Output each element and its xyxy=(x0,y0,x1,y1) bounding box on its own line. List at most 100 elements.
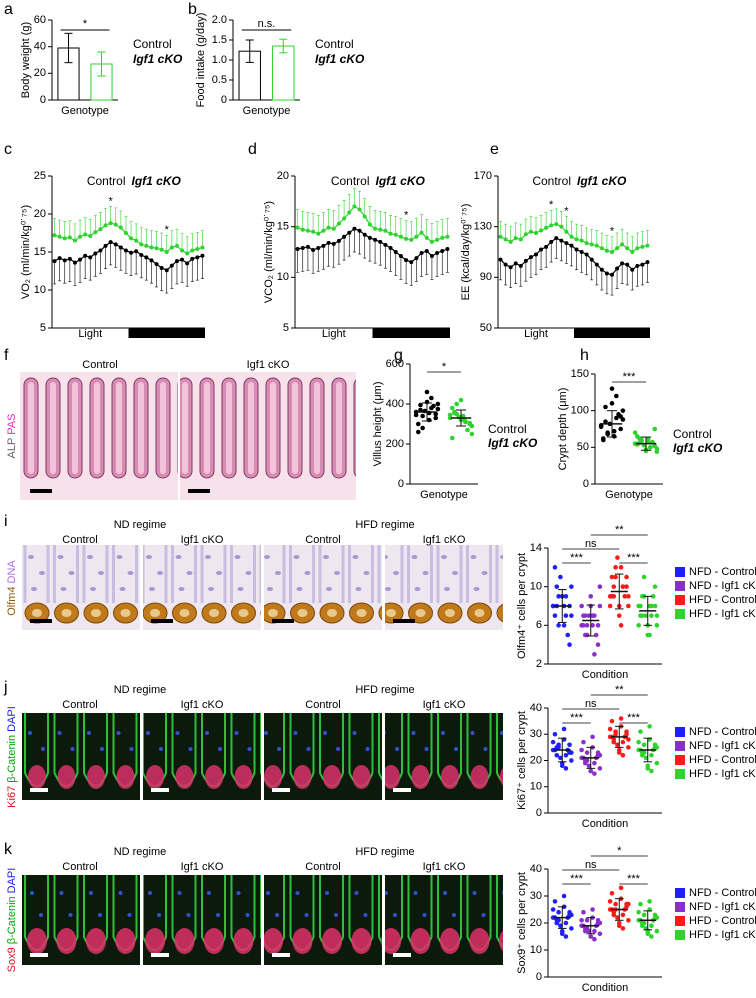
point xyxy=(429,239,434,244)
point xyxy=(352,226,357,231)
point xyxy=(588,934,594,939)
point xyxy=(639,752,645,758)
bracket-label: * xyxy=(617,845,622,857)
point xyxy=(435,237,440,242)
point xyxy=(620,912,626,918)
point xyxy=(431,403,436,409)
point xyxy=(539,247,544,252)
point xyxy=(569,584,574,589)
point xyxy=(134,238,139,243)
point xyxy=(518,263,523,268)
point xyxy=(103,243,108,248)
point xyxy=(78,257,83,262)
point xyxy=(563,920,569,926)
point xyxy=(654,449,660,455)
bracket-label: ns xyxy=(585,538,597,550)
column-label: Igf1 cKO xyxy=(423,861,466,873)
point xyxy=(549,239,554,244)
column-label: Control xyxy=(62,534,97,546)
point xyxy=(295,225,300,230)
point xyxy=(593,632,599,638)
micrograph xyxy=(264,875,382,965)
point xyxy=(652,912,658,918)
y-tick-label: 20 xyxy=(34,208,46,220)
point xyxy=(564,241,569,246)
point xyxy=(103,223,108,228)
micrograph xyxy=(22,713,140,800)
phase-label: Light xyxy=(524,328,548,340)
point xyxy=(362,214,367,219)
point xyxy=(367,235,372,240)
stain-part: Ki67 xyxy=(6,786,18,808)
legend-swatch xyxy=(675,609,685,619)
annotation: * xyxy=(549,199,554,211)
point xyxy=(118,245,123,250)
point xyxy=(195,246,200,251)
point xyxy=(393,232,398,237)
point xyxy=(420,413,425,419)
y-tick-label: 40 xyxy=(530,863,542,875)
point xyxy=(144,243,149,248)
point xyxy=(62,236,67,241)
point xyxy=(554,920,560,926)
point xyxy=(626,918,631,923)
point xyxy=(650,594,656,599)
micrograph xyxy=(385,713,503,800)
point xyxy=(600,436,606,441)
point xyxy=(649,613,654,618)
point xyxy=(604,271,609,276)
micrograph xyxy=(264,713,382,800)
point xyxy=(404,236,409,241)
y-tick-label: 0 xyxy=(536,971,542,983)
column-label: Igf1 cKO xyxy=(181,699,224,711)
point xyxy=(561,623,567,628)
point xyxy=(586,763,592,769)
point xyxy=(554,584,560,589)
point xyxy=(615,915,620,920)
point xyxy=(584,252,589,257)
point xyxy=(559,238,564,243)
point xyxy=(635,246,640,251)
point xyxy=(498,234,503,239)
legend-label: Control xyxy=(133,37,172,51)
legend-label: Igf1 cKO xyxy=(673,441,723,455)
phase-label: Light xyxy=(322,328,346,340)
legend-swatch xyxy=(675,902,685,912)
significance-label: n.s. xyxy=(258,18,276,30)
point xyxy=(544,244,549,249)
point xyxy=(579,747,584,753)
point xyxy=(652,603,658,609)
point xyxy=(603,404,608,410)
point xyxy=(649,752,654,758)
point xyxy=(645,766,651,771)
y-axis-label: VCO₂ (ml/min/kg⁰˙⁷⁵) xyxy=(263,201,275,303)
column-label: Control xyxy=(305,861,340,873)
point xyxy=(625,246,630,251)
point xyxy=(331,226,336,231)
x-axis-label: Genotype xyxy=(61,105,109,117)
point xyxy=(640,262,645,267)
point xyxy=(414,256,419,261)
y-tick-label: 2 xyxy=(536,658,542,670)
point xyxy=(518,237,523,242)
legend-swatch xyxy=(675,888,685,898)
point xyxy=(200,253,205,258)
point xyxy=(634,434,640,439)
point xyxy=(57,256,62,261)
point xyxy=(579,603,584,609)
legend-label: Igf1 cKO xyxy=(315,52,365,66)
point xyxy=(579,918,584,923)
point xyxy=(636,739,641,745)
point xyxy=(123,248,128,253)
point xyxy=(638,603,643,609)
y-tick-label: 10 xyxy=(530,781,542,793)
point xyxy=(552,565,558,570)
panel-label: k xyxy=(4,841,13,858)
point xyxy=(567,642,572,647)
point xyxy=(556,594,561,599)
point xyxy=(639,594,645,599)
point xyxy=(564,229,569,234)
point xyxy=(595,623,601,628)
point xyxy=(605,431,610,437)
point xyxy=(108,240,113,245)
